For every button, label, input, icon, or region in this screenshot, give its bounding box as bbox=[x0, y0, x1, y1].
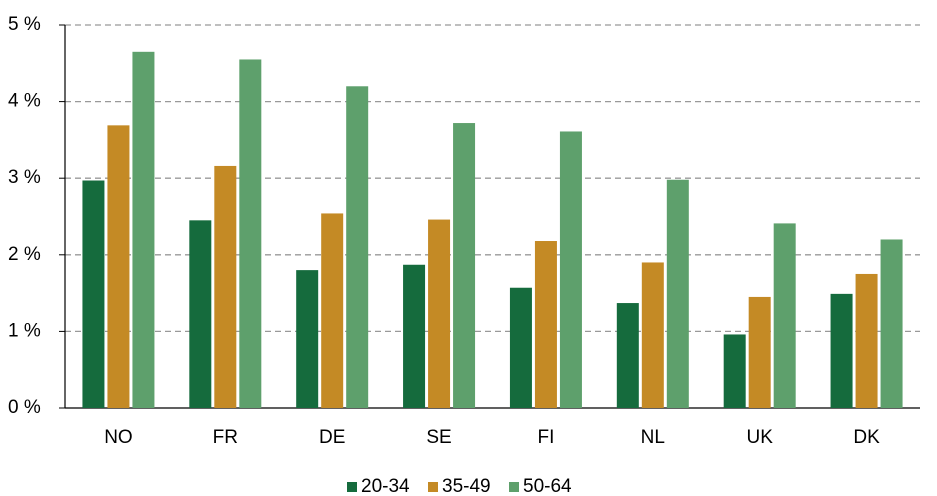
bar bbox=[453, 123, 476, 408]
y-tick-label: 1 % bbox=[8, 320, 41, 341]
bar bbox=[107, 125, 130, 408]
bar bbox=[509, 287, 532, 408]
bar bbox=[830, 293, 853, 408]
legend-swatch bbox=[428, 482, 438, 492]
y-tick-label: 4 % bbox=[8, 91, 41, 112]
x-tick-label: SE bbox=[426, 427, 451, 448]
bar bbox=[534, 241, 557, 408]
bar bbox=[346, 86, 369, 408]
bar bbox=[296, 270, 319, 408]
x-tick-label: UK bbox=[746, 427, 773, 448]
legend-label: 50-64 bbox=[523, 476, 572, 496]
x-tick-label: FI bbox=[537, 427, 554, 448]
y-tick-label: 3 % bbox=[8, 167, 41, 188]
x-tick-label: DK bbox=[853, 427, 880, 448]
bar bbox=[239, 59, 262, 408]
bar bbox=[641, 262, 664, 408]
bar bbox=[403, 264, 426, 408]
bar bbox=[321, 213, 344, 408]
bar bbox=[723, 334, 746, 408]
legend-label: 35-49 bbox=[442, 476, 491, 496]
bar bbox=[132, 51, 155, 409]
x-tick-label: NL bbox=[641, 427, 665, 448]
bar bbox=[214, 165, 237, 408]
bar bbox=[666, 179, 689, 408]
bar bbox=[189, 220, 212, 408]
y-tick-label: 2 % bbox=[8, 244, 41, 265]
bar bbox=[855, 273, 878, 408]
bar bbox=[82, 180, 105, 408]
legend-label: 20-34 bbox=[361, 476, 410, 496]
y-tick-label: 5 % bbox=[8, 14, 41, 35]
x-tick-label: DE bbox=[319, 427, 345, 448]
bar bbox=[748, 296, 771, 408]
bar bbox=[559, 131, 582, 408]
bar bbox=[773, 223, 796, 408]
bar bbox=[428, 219, 451, 408]
y-tick-label: 0 % bbox=[8, 397, 41, 418]
legend-swatch bbox=[509, 482, 519, 492]
bar bbox=[616, 303, 639, 408]
legend-swatch bbox=[347, 482, 357, 492]
x-tick-label: NO bbox=[104, 427, 133, 448]
x-tick-label: FR bbox=[213, 427, 238, 448]
bar bbox=[880, 239, 903, 408]
